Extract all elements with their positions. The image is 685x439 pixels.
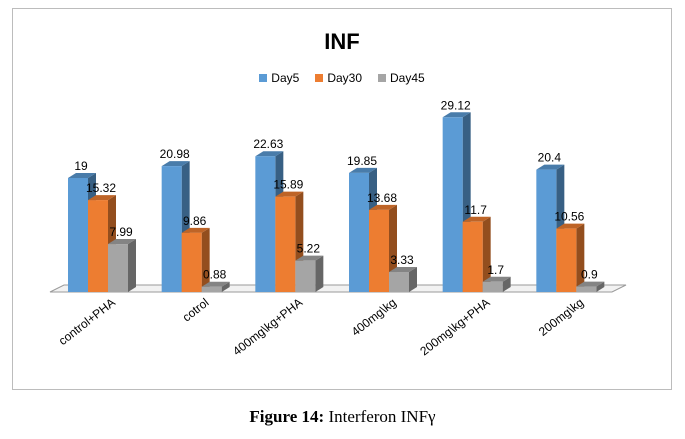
data-label-day45-400mg-kg-pha: 5.22 bbox=[297, 242, 321, 256]
data-label-day45-400mg-kg: 3.33 bbox=[390, 253, 414, 267]
bar-day30-200mg-kg bbox=[556, 228, 577, 292]
figure-caption: Figure 14: Interferon INFγ bbox=[0, 407, 685, 427]
bar-day5-400mg-kg bbox=[349, 172, 369, 292]
bar-side-day45-control-pha bbox=[128, 239, 136, 292]
bar-top-day45-200mg-kg-pha bbox=[482, 276, 511, 282]
data-label-day30-cotrol: 9.86 bbox=[183, 214, 207, 228]
bar-top-day45-control-pha bbox=[108, 239, 136, 245]
data-label-day45-200mg-kg-pha: 1.7 bbox=[487, 263, 504, 277]
bar-day45-400mg-kg bbox=[389, 272, 409, 292]
bar-side-day30-200mg-kg bbox=[576, 223, 585, 292]
data-label-day5-cotrol: 20.98 bbox=[160, 147, 190, 161]
bar-side-day30-cotrol bbox=[201, 227, 210, 292]
bar-top-day5-200mg-kg-pha bbox=[442, 112, 471, 118]
bar-side-day45-400mg-kg-pha bbox=[315, 255, 324, 292]
bar-day45-400mg-kg-pha bbox=[295, 260, 316, 292]
bar-day30-400mg-kg bbox=[369, 209, 389, 292]
bar-top-day30-200mg-kg bbox=[556, 223, 585, 229]
bar-top-day30-cotrol bbox=[181, 227, 210, 233]
bar-day45-control-pha bbox=[108, 244, 128, 292]
legend-swatch-day45 bbox=[378, 74, 386, 82]
data-label-day5-200mg-kg: 20.4 bbox=[538, 151, 562, 165]
bar-day45-200mg-kg-pha bbox=[482, 281, 503, 292]
legend-item-day45: Day45 bbox=[378, 71, 425, 85]
bar-day30-cotrol bbox=[181, 232, 202, 292]
data-label-day45-control-pha: 7.99 bbox=[109, 225, 133, 239]
bar-side-day45-400mg-kg bbox=[409, 267, 417, 292]
legend-swatch-day30 bbox=[315, 74, 324, 82]
chart-title: INF bbox=[324, 29, 360, 54]
bar-day30-control-pha bbox=[88, 200, 108, 292]
bar-side-day45-cotrol bbox=[221, 281, 230, 292]
x-tick-label-400mg-kg: 400mg\kg bbox=[349, 295, 399, 338]
bar-top-day5-cotrol bbox=[161, 161, 190, 167]
legend-label-day30: Day30 bbox=[327, 71, 362, 85]
bar-day45-200mg-kg bbox=[576, 286, 597, 292]
bar-top-day30-200mg-kg-pha bbox=[462, 216, 491, 222]
x-tick-label-200mg-kg: 200mg\kg bbox=[536, 295, 586, 338]
data-label-day30-200mg-kg-pha: 11.7 bbox=[464, 203, 487, 217]
data-label-day5-control-pha: 19 bbox=[74, 159, 88, 173]
x-tick-label-200mg-kg-pha: 200mg\kg+PHA bbox=[417, 295, 492, 358]
data-label-day5-400mg-kg: 19.85 bbox=[347, 154, 377, 168]
bar-top-day45-400mg-kg bbox=[389, 267, 417, 273]
data-label-day30-400mg-kg: 13.68 bbox=[367, 191, 397, 205]
x-tick-label-cotrol: cotrol bbox=[180, 295, 212, 324]
legend-label-day45: Day45 bbox=[390, 71, 425, 85]
data-label-day45-200mg-kg: 0.9 bbox=[581, 268, 598, 282]
x-tick-label-400mg-kg-pha: 400mg\kg+PHA bbox=[230, 295, 305, 358]
figure-caption-label: Figure 14: bbox=[249, 407, 325, 426]
bar-day5-200mg-kg-pha bbox=[442, 117, 463, 292]
bar-side-day45-200mg-kg bbox=[596, 281, 605, 292]
bar-top-day45-200mg-kg bbox=[576, 281, 605, 287]
data-label-day30-control-pha: 15.32 bbox=[86, 181, 116, 195]
bar-side-day45-200mg-kg-pha bbox=[502, 276, 511, 292]
bar-day45-cotrol bbox=[201, 286, 222, 292]
data-label-day30-200mg-kg: 10.56 bbox=[554, 210, 584, 224]
legend-item-day30: Day30 bbox=[315, 71, 362, 85]
bar-day30-200mg-kg-pha bbox=[462, 221, 483, 292]
x-tick-label-control-pha: control+PHA bbox=[56, 295, 118, 348]
bar-day30-400mg-kg-pha bbox=[275, 196, 296, 292]
legend-swatch-day5 bbox=[259, 74, 268, 82]
bar-day5-control-pha bbox=[68, 178, 88, 292]
data-label-day45-cotrol: 0.88 bbox=[203, 268, 227, 282]
bar-day5-cotrol bbox=[161, 166, 182, 292]
bar-top-day5-200mg-kg bbox=[536, 164, 565, 170]
chart-legend: Day5 Day30 Day45 bbox=[13, 71, 671, 85]
bar-chart: 19 15.32 7.99 control+PHA 20.98 9.86 0.88 cotro… bbox=[49, 98, 627, 358]
bar-side-day30-200mg-kg-pha bbox=[482, 216, 491, 292]
bar-day5-200mg-kg bbox=[536, 169, 557, 292]
bar-top-day30-400mg-kg bbox=[369, 204, 397, 210]
bar-top-day30-400mg-kg-pha bbox=[275, 191, 304, 197]
data-label-day5-200mg-kg-pha: 29.12 bbox=[441, 98, 471, 112]
bar-day5-400mg-kg-pha bbox=[255, 156, 276, 292]
legend-item-day5: Day5 bbox=[259, 71, 299, 85]
data-label-day30-400mg-kg-pha: 15.89 bbox=[273, 178, 303, 192]
bar-top-day5-400mg-kg-pha bbox=[255, 151, 284, 157]
bar-top-day30-control-pha bbox=[88, 195, 116, 201]
bar-top-day5-control-pha bbox=[68, 173, 96, 178]
bar-top-day45-400mg-kg-pha bbox=[295, 255, 324, 261]
figure-caption-text: Interferon INFγ bbox=[328, 407, 436, 426]
bar-top-day5-400mg-kg bbox=[349, 167, 377, 173]
data-label-day5-400mg-kg-pha: 22.63 bbox=[253, 137, 283, 151]
legend-label-day5: Day5 bbox=[271, 71, 300, 85]
bar-top-day45-cotrol bbox=[201, 281, 230, 287]
